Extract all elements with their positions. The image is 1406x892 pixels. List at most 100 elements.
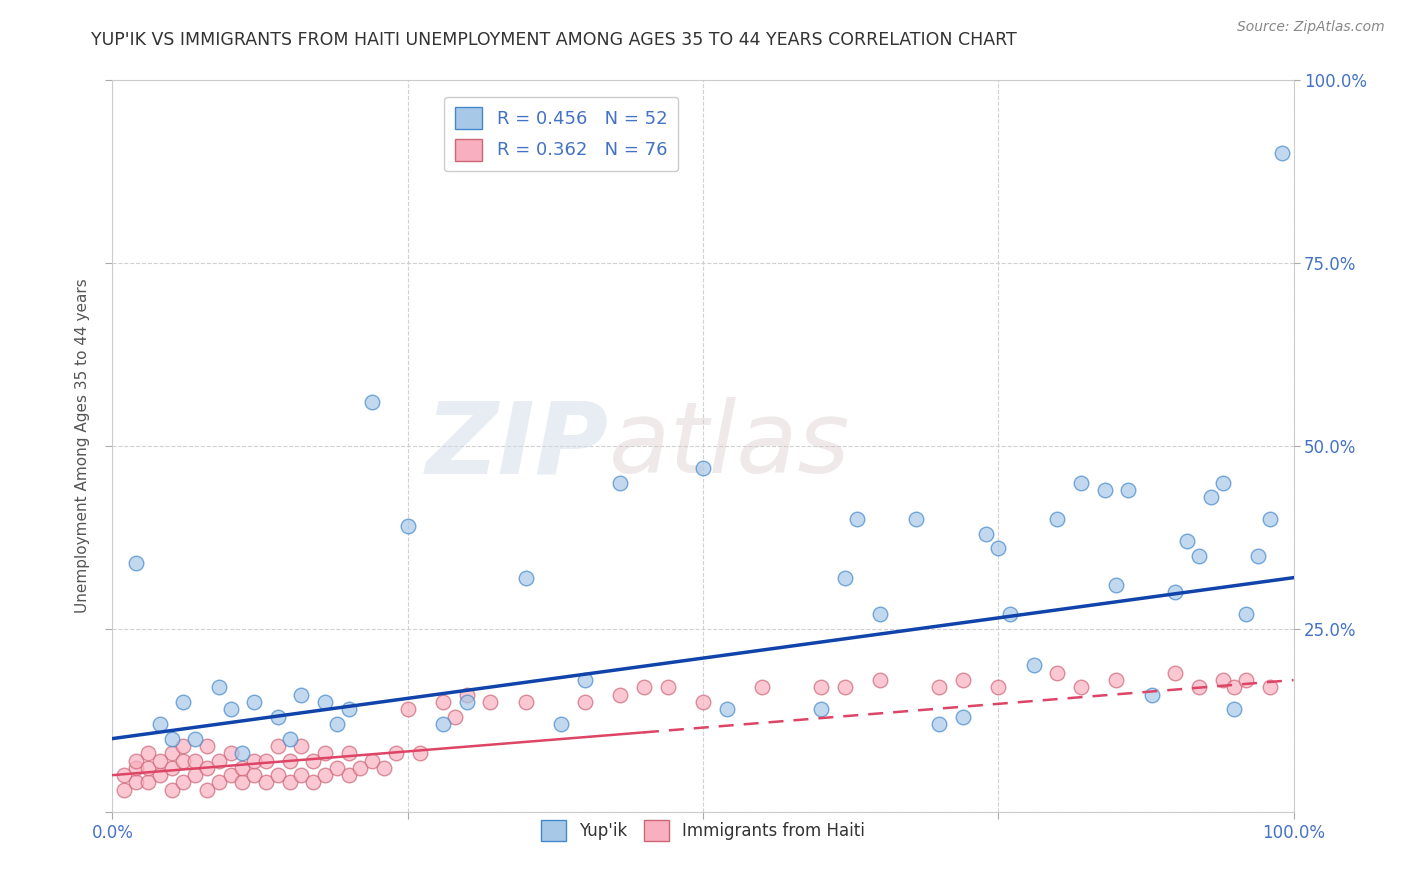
Point <box>928 681 950 695</box>
Point <box>456 688 478 702</box>
Point <box>136 761 159 775</box>
Point <box>1223 702 1246 716</box>
Point <box>302 775 325 789</box>
Point <box>219 768 242 782</box>
Point <box>716 702 738 716</box>
Point <box>361 754 384 768</box>
Point <box>976 526 998 541</box>
Point <box>326 761 349 775</box>
Text: atlas: atlas <box>609 398 851 494</box>
Point <box>231 775 253 789</box>
Point <box>231 761 253 775</box>
Point <box>515 695 537 709</box>
Point <box>125 775 148 789</box>
Point <box>219 702 242 716</box>
Point <box>845 512 868 526</box>
Point <box>1271 146 1294 161</box>
Point <box>1022 658 1045 673</box>
Point <box>125 761 148 775</box>
Point <box>657 681 679 695</box>
Point <box>574 673 596 687</box>
Point <box>1046 512 1069 526</box>
Point <box>290 768 312 782</box>
Point <box>1105 578 1128 592</box>
Point <box>290 688 312 702</box>
Point <box>432 717 454 731</box>
Point <box>456 695 478 709</box>
Point <box>243 754 266 768</box>
Point <box>869 607 891 622</box>
Point <box>160 746 183 760</box>
Point <box>952 709 974 723</box>
Point <box>208 681 231 695</box>
Point <box>550 717 572 731</box>
Point <box>314 695 336 709</box>
Point <box>125 556 148 570</box>
Point <box>1212 475 1234 490</box>
Point <box>692 461 714 475</box>
Point <box>195 739 218 753</box>
Point <box>987 541 1010 556</box>
Point <box>869 673 891 687</box>
Point <box>444 709 467 723</box>
Legend: Yup'ik, Immigrants from Haiti: Yup'ik, Immigrants from Haiti <box>534 814 872 847</box>
Point <box>904 512 927 526</box>
Point <box>361 395 384 409</box>
Point <box>1247 549 1270 563</box>
Point <box>479 695 502 709</box>
Point <box>149 717 172 731</box>
Point <box>337 746 360 760</box>
Point <box>1234 607 1257 622</box>
Point <box>1258 681 1281 695</box>
Point <box>408 746 430 760</box>
Point <box>172 775 194 789</box>
Point <box>243 768 266 782</box>
Point <box>1070 475 1092 490</box>
Point <box>195 761 218 775</box>
Point <box>112 768 135 782</box>
Point <box>195 782 218 797</box>
Point <box>136 746 159 760</box>
Point <box>751 681 773 695</box>
Point <box>928 717 950 731</box>
Point <box>267 739 290 753</box>
Point <box>219 746 242 760</box>
Point <box>1175 534 1198 549</box>
Point <box>314 768 336 782</box>
Point <box>692 695 714 709</box>
Point <box>432 695 454 709</box>
Point <box>1046 665 1069 680</box>
Point <box>1212 673 1234 687</box>
Point <box>112 782 135 797</box>
Point <box>254 754 277 768</box>
Point <box>1116 483 1139 497</box>
Point <box>337 702 360 716</box>
Point <box>810 702 832 716</box>
Point <box>1223 681 1246 695</box>
Point <box>326 717 349 731</box>
Point <box>633 681 655 695</box>
Point <box>810 681 832 695</box>
Point <box>160 782 183 797</box>
Point <box>184 731 207 746</box>
Point <box>396 702 419 716</box>
Point <box>574 695 596 709</box>
Point <box>834 571 856 585</box>
Point <box>172 695 194 709</box>
Point <box>125 754 148 768</box>
Point <box>302 754 325 768</box>
Point <box>987 681 1010 695</box>
Text: Source: ZipAtlas.com: Source: ZipAtlas.com <box>1237 20 1385 34</box>
Point <box>278 731 301 746</box>
Point <box>160 731 183 746</box>
Point <box>1164 585 1187 599</box>
Point <box>1105 673 1128 687</box>
Point <box>834 681 856 695</box>
Point <box>172 754 194 768</box>
Point <box>349 761 371 775</box>
Point <box>1164 665 1187 680</box>
Point <box>243 695 266 709</box>
Point <box>1258 512 1281 526</box>
Point <box>1140 688 1163 702</box>
Point <box>290 739 312 753</box>
